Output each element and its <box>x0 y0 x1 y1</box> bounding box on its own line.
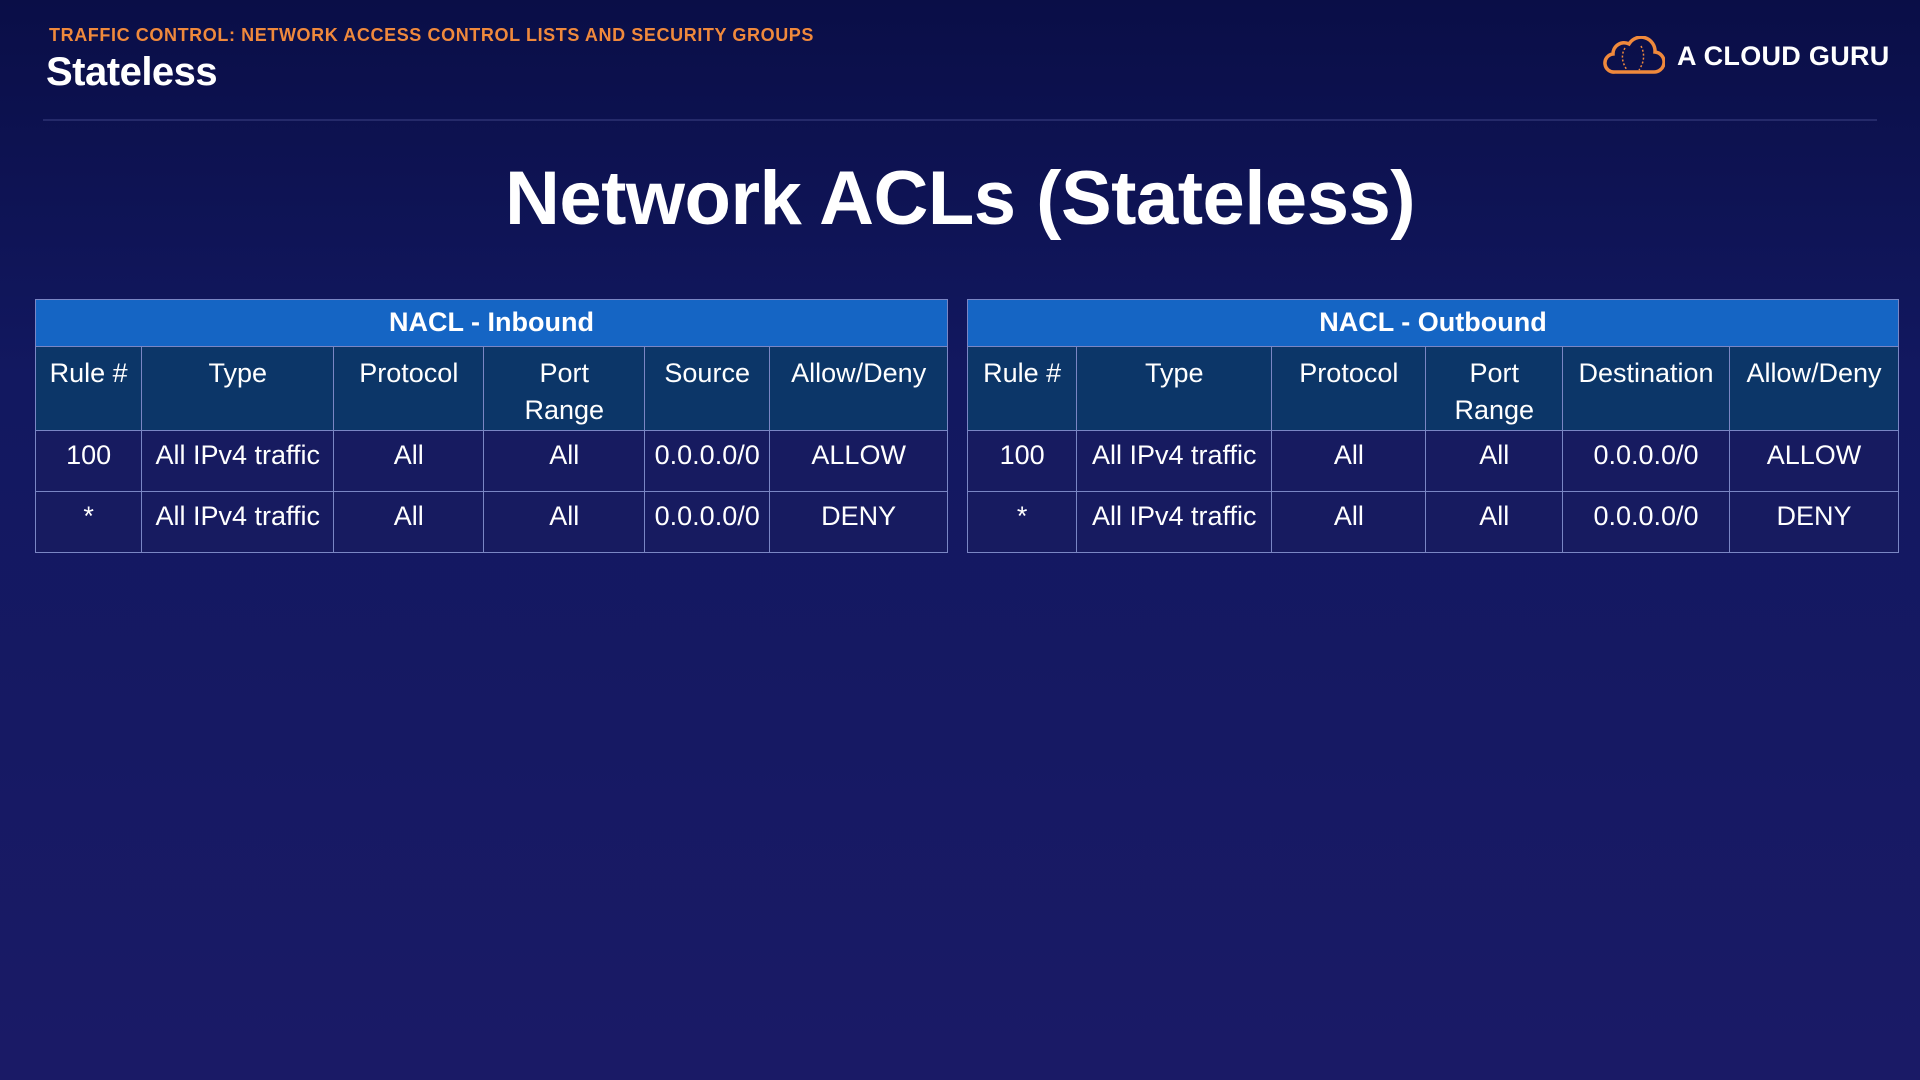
cell: All <box>1271 430 1427 492</box>
column-header: Port Range <box>1425 346 1564 431</box>
cell: All <box>1271 491 1427 553</box>
column-header: Rule # <box>34 346 143 431</box>
cell: All <box>333 491 485 553</box>
table-caption: NACL - Inbound <box>35 299 948 347</box>
column-header: Port Range <box>483 346 646 431</box>
cell: DENY <box>1729 491 1899 553</box>
cell: All <box>333 430 485 492</box>
header-divider <box>43 119 1877 121</box>
table-caption: NACL - Outbound <box>967 299 1899 347</box>
column-header: Type <box>1076 346 1273 431</box>
column-header: Protocol <box>1271 346 1427 431</box>
column-header: Type <box>141 346 335 431</box>
course-kicker: TRAFFIC CONTROL: NETWORK ACCESS CONTROL … <box>49 25 815 45</box>
cloud-icon <box>1603 36 1665 74</box>
nacl-outbound-table: NACL - Outbound Rule # Type Protocol Por… <box>966 299 1899 553</box>
logo-text: A CLOUD GURU <box>1677 40 1890 71</box>
cell: All IPv4 traffic <box>141 430 335 492</box>
cell: 0.0.0.0/0 <box>1562 430 1731 492</box>
column-header: Allow/Deny <box>769 346 948 431</box>
cell: All IPv4 traffic <box>1076 430 1273 492</box>
cell: All IPv4 traffic <box>141 491 335 553</box>
cell: DENY <box>769 491 948 553</box>
cell: All IPv4 traffic <box>1076 491 1273 553</box>
column-header: Rule # <box>966 346 1078 431</box>
cell: 100 <box>966 430 1078 492</box>
cell: All <box>1425 430 1564 492</box>
cell: 0.0.0.0/0 <box>644 491 771 553</box>
cell: * <box>966 491 1078 553</box>
cell: 0.0.0.0/0 <box>644 430 771 492</box>
cell: All <box>483 491 646 553</box>
cell: 0.0.0.0/0 <box>1562 491 1731 553</box>
cell: All <box>483 430 646 492</box>
column-header: Allow/Deny <box>1729 346 1899 431</box>
table-row: 100 All IPv4 traffic All All 0.0.0.0/0 ALLOW <box>34 430 948 492</box>
brand-logo: A CLOUD GURU <box>1603 36 1890 76</box>
section-title: Stateless <box>46 50 218 94</box>
cell: * <box>34 491 143 553</box>
cell: 100 <box>34 430 143 492</box>
cell: ALLOW <box>1729 430 1899 492</box>
cell: ALLOW <box>769 430 948 492</box>
column-header: Protocol <box>333 346 485 431</box>
table-row: * All IPv4 traffic All All 0.0.0.0/0 DENY <box>34 491 948 553</box>
slide-title: Network ACLs (Stateless) <box>504 156 1416 241</box>
table-row: 100 All IPv4 traffic All All 0.0.0.0/0 ALLOW <box>966 430 1899 492</box>
column-header: Destination <box>1562 346 1731 431</box>
column-header: Source <box>644 346 771 431</box>
nacl-inbound-table: NACL - Inbound Rule # Type Protocol Port… <box>34 299 948 553</box>
table-row: * All IPv4 traffic All All 0.0.0.0/0 DENY <box>966 491 1899 553</box>
cell: All <box>1425 491 1564 553</box>
